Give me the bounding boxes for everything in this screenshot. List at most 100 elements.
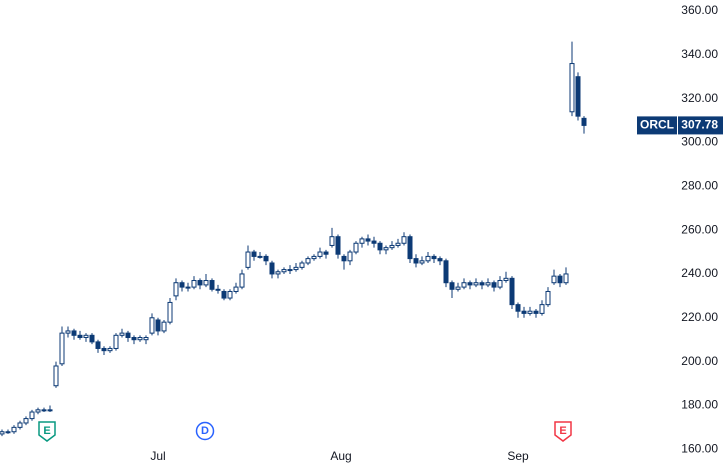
candle (503, 271, 509, 283)
candle-body (11, 426, 17, 433)
candle (293, 262, 299, 272)
candle-body (389, 244, 395, 249)
candle-body (209, 280, 215, 290)
y-tick-label: 160.00 (681, 441, 718, 455)
candle (83, 333, 89, 342)
candle (347, 249, 353, 266)
candle (251, 249, 257, 261)
candle-body (35, 409, 41, 413)
candle-body (257, 255, 263, 258)
candle-body (155, 319, 161, 332)
candle (377, 241, 383, 255)
candle (41, 407, 47, 413)
candle (521, 306, 527, 318)
candle (329, 227, 335, 248)
candle-body (521, 310, 527, 314)
candle (371, 236, 377, 248)
candle-body (353, 242, 359, 253)
candle-body (527, 310, 533, 314)
candle (407, 234, 413, 263)
candle-body (179, 282, 185, 288)
y-tick-label: 180.00 (681, 398, 718, 412)
candle (527, 306, 533, 316)
candle (365, 234, 371, 246)
candle-body (185, 286, 191, 289)
candle-body (245, 251, 251, 268)
candle (359, 236, 365, 248)
candle (107, 346, 113, 353)
candle-body (431, 255, 437, 260)
candle (467, 280, 473, 290)
candle-body (467, 282, 473, 286)
y-tick-label: 200.00 (681, 354, 718, 368)
price-badge (678, 116, 723, 135)
last-price-label: 307.78 (681, 118, 718, 132)
candle (275, 269, 281, 279)
y-tick-label: 240.00 (681, 266, 718, 280)
candle-body (275, 271, 281, 275)
candle (137, 335, 143, 342)
candle (185, 282, 191, 292)
candle-body (221, 290, 227, 299)
candle-body (215, 288, 221, 291)
candle-body (59, 332, 65, 365)
candle (143, 335, 149, 345)
symbol-label: ORCL (640, 118, 674, 132)
candle (221, 289, 227, 301)
y-tick-label: 300.00 (681, 135, 718, 149)
candle-body (581, 117, 587, 126)
candle-body (173, 282, 179, 297)
y-tick-label: 220.00 (681, 310, 718, 324)
candle (389, 241, 395, 250)
candle (209, 278, 215, 292)
candle (197, 278, 203, 290)
candle (71, 328, 77, 340)
candle-body (419, 260, 425, 264)
candle (35, 407, 41, 415)
candle-body (263, 255, 269, 262)
candle-body (269, 262, 275, 275)
candle (269, 260, 275, 279)
y-tick-label: 260.00 (681, 222, 718, 236)
candle (149, 313, 155, 336)
candle-body (119, 332, 125, 336)
candle-body (503, 277, 509, 282)
candle (77, 330, 83, 340)
candle (497, 276, 503, 290)
candle-body (323, 251, 329, 255)
event-label: E (43, 425, 50, 437)
candle-body (101, 347, 107, 352)
candle (281, 267, 287, 274)
candle-body (47, 409, 53, 412)
candle-body (83, 334, 89, 339)
symbol-badge (637, 116, 677, 135)
candle (563, 267, 569, 285)
candle (419, 256, 425, 266)
candle (569, 41, 575, 117)
candle (323, 249, 329, 259)
candle (341, 254, 347, 270)
candle-body (293, 266, 299, 271)
candle (203, 273, 209, 288)
candle (239, 269, 245, 290)
candle (353, 241, 359, 255)
candle-body (383, 247, 389, 251)
candle (53, 361, 59, 388)
candle (311, 254, 317, 261)
candle-body (407, 236, 413, 260)
candle-body (149, 317, 155, 334)
candle (173, 278, 179, 301)
candle (449, 280, 455, 299)
candle-body (329, 236, 335, 246)
candle (479, 280, 485, 290)
candle (23, 416, 29, 426)
candle-body (365, 238, 371, 242)
candle-body (233, 286, 239, 292)
candle-body (161, 321, 167, 332)
candle-body (473, 282, 479, 286)
candle-body (287, 269, 293, 272)
candle-body (113, 334, 119, 349)
candle-body (551, 275, 557, 284)
candle (485, 278, 491, 288)
candle-body (281, 269, 287, 273)
